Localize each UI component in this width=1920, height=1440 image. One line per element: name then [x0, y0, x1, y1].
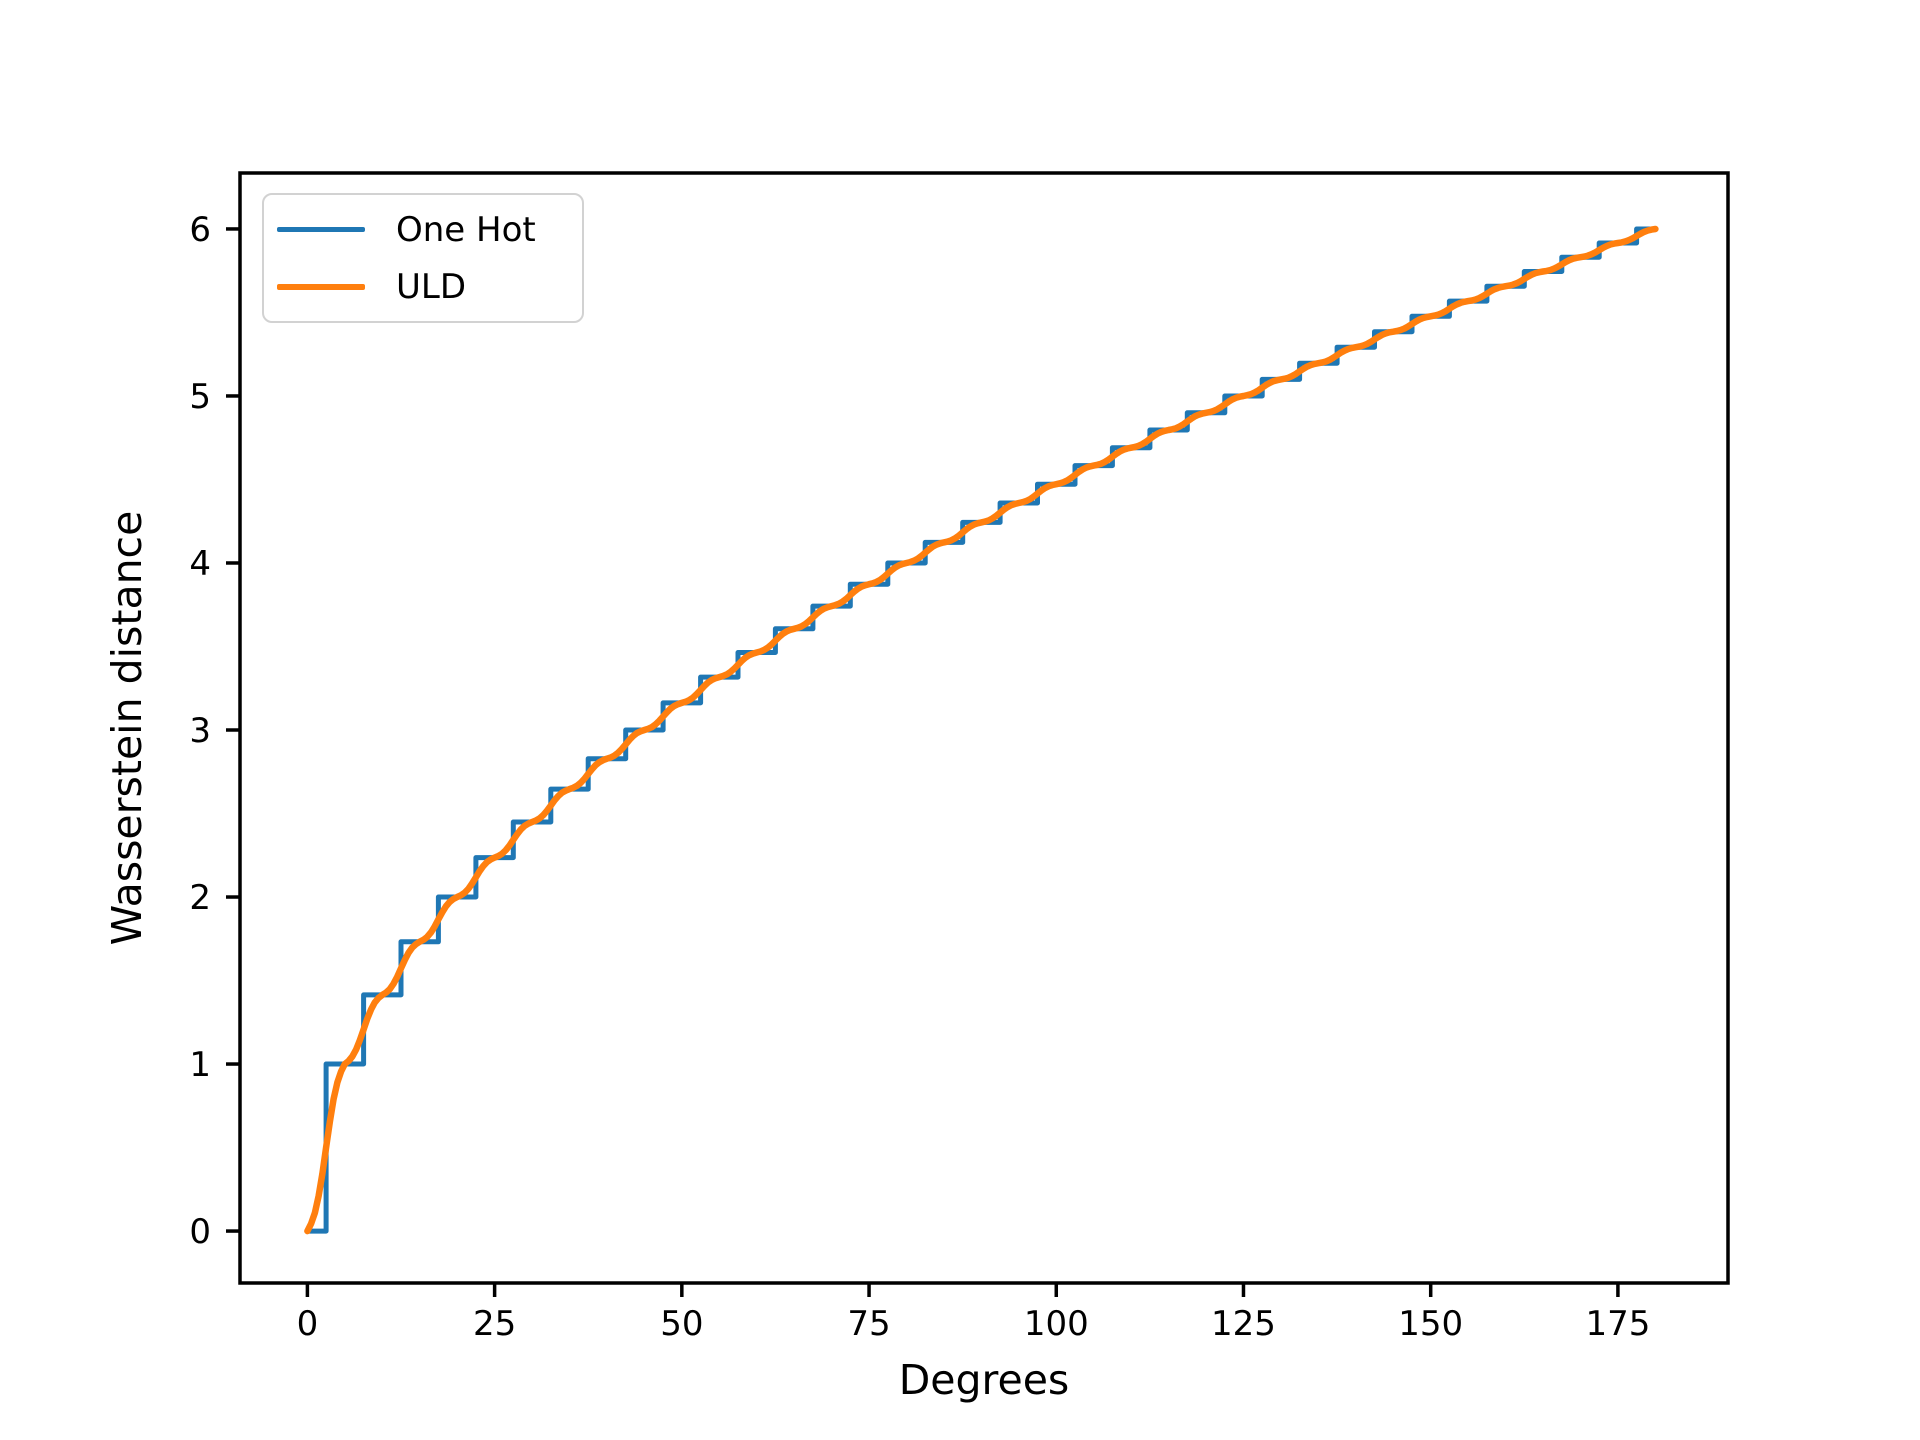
- x-tick-label: 75: [847, 1304, 890, 1344]
- y-tick-label: 3: [189, 711, 211, 751]
- x-tick-label: 50: [660, 1304, 703, 1344]
- x-tick-label: 25: [473, 1304, 516, 1344]
- legend-line-sample-one-hot: [277, 227, 365, 232]
- y-axis-title: Wasserstein distance: [103, 510, 151, 946]
- legend-item-uld: ULD: [277, 259, 566, 315]
- y-tick-label: 0: [189, 1212, 211, 1252]
- y-tick-label: 5: [189, 377, 211, 417]
- x-tick-label: 175: [1585, 1304, 1650, 1344]
- y-tick-label: 4: [189, 544, 211, 584]
- legend-label-uld: ULD: [396, 266, 467, 307]
- series-line-one-hot: [307, 226, 1656, 1234]
- x-tick-label: 150: [1398, 1304, 1463, 1344]
- legend-label-one-hot: One Hot: [396, 209, 536, 250]
- axes-spines: [238, 171, 1730, 1285]
- x-tick-label: 100: [1024, 1304, 1089, 1344]
- y-tick-label: 1: [189, 1045, 211, 1085]
- x-tick-label: 0: [297, 1304, 319, 1344]
- x-axis-title: Degrees: [898, 1356, 1070, 1404]
- series-line-uld: [304, 225, 1659, 1235]
- legend-line-sample-uld: [277, 283, 365, 290]
- legend: One Hot ULD: [262, 193, 584, 323]
- legend-item-one-hot: One Hot: [277, 202, 566, 258]
- y-tick-label: 6: [189, 210, 211, 250]
- y-tick-label: 2: [189, 878, 211, 918]
- x-tick-label: 125: [1211, 1304, 1276, 1344]
